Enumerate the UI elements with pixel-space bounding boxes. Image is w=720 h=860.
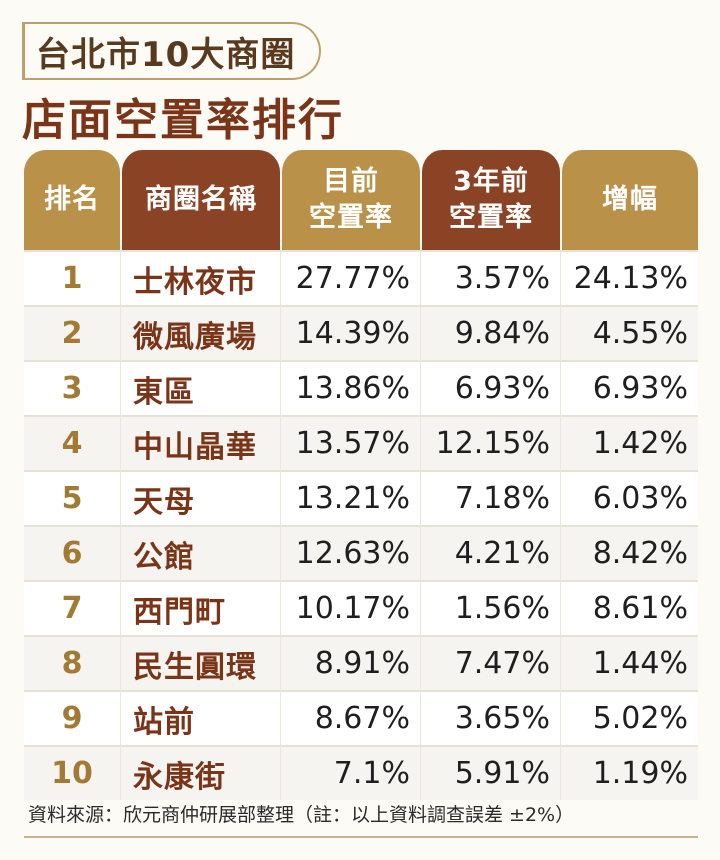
rank-cell: 10	[24, 745, 120, 800]
prior-vacancy-cell: 4.21%	[420, 525, 560, 580]
current-vacancy-cell: 8.91%	[280, 635, 420, 690]
name-cell: 永康街	[120, 745, 280, 800]
prior-vacancy-cell: 5.91%	[420, 745, 560, 800]
table-row: 10 永康街 7.1% 5.91% 1.19%	[24, 745, 698, 800]
table-row: 6 公館 12.63% 4.21% 8.42%	[24, 525, 698, 580]
prior-vacancy-cell: 3.57%	[420, 250, 560, 305]
name-cell: 微風廣場	[120, 305, 280, 360]
increase-cell: 6.03%	[560, 470, 698, 525]
header-rank: 排名	[24, 150, 120, 250]
table-row: 4 中山晶華 13.57% 12.15% 1.42%	[24, 415, 698, 470]
prior-vacancy-cell: 7.47%	[420, 635, 560, 690]
table-header-row: 排名 商圈名稱 目前 空置率 3年前 空置率 增幅	[24, 150, 698, 250]
subtitle-pill: 台北市10大商圈	[22, 22, 322, 80]
current-vacancy-cell: 14.39%	[280, 305, 420, 360]
name-cell: 天母	[120, 470, 280, 525]
increase-cell: 1.44%	[560, 635, 698, 690]
header-prior: 3年前 空置率	[420, 150, 560, 250]
increase-cell: 4.55%	[560, 305, 698, 360]
current-vacancy-cell: 27.77%	[280, 250, 420, 305]
prior-vacancy-cell: 12.15%	[420, 415, 560, 470]
header-increase: 增幅	[560, 150, 698, 250]
current-vacancy-cell: 8.67%	[280, 690, 420, 745]
bottom-divider	[24, 836, 698, 838]
increase-cell: 5.02%	[560, 690, 698, 745]
page-title: 店面空置率排行	[22, 95, 344, 146]
increase-cell: 6.93%	[560, 360, 698, 415]
rank-cell: 3	[24, 360, 120, 415]
rank-cell: 6	[24, 525, 120, 580]
prior-vacancy-cell: 7.18%	[420, 470, 560, 525]
increase-cell: 1.19%	[560, 745, 698, 800]
rank-cell: 1	[24, 250, 120, 305]
current-vacancy-cell: 13.21%	[280, 470, 420, 525]
current-vacancy-cell: 13.57%	[280, 415, 420, 470]
table-row: 8 民生圓環 8.91% 7.47% 1.44%	[24, 635, 698, 690]
current-vacancy-cell: 7.1%	[280, 745, 420, 800]
increase-cell: 24.13%	[560, 250, 698, 305]
current-vacancy-cell: 10.17%	[280, 580, 420, 635]
rank-cell: 2	[24, 305, 120, 360]
table-row: 7 西門町 10.17% 1.56% 8.61%	[24, 580, 698, 635]
prior-vacancy-cell: 3.65%	[420, 690, 560, 745]
header-name: 商圈名稱	[120, 150, 280, 250]
table-row: 1 士林夜市 27.77% 3.57% 24.13%	[24, 250, 698, 305]
table-row: 2 微風廣場 14.39% 9.84% 4.55%	[24, 305, 698, 360]
prior-vacancy-cell: 9.84%	[420, 305, 560, 360]
name-cell: 民生圓環	[120, 635, 280, 690]
prior-vacancy-cell: 6.93%	[420, 360, 560, 415]
rank-cell: 8	[24, 635, 120, 690]
table-row: 9 站前 8.67% 3.65% 5.02%	[24, 690, 698, 745]
increase-cell: 1.42%	[560, 415, 698, 470]
current-vacancy-cell: 12.63%	[280, 525, 420, 580]
rank-cell: 9	[24, 690, 120, 745]
source-note: 資料來源：欣元商仲研展部整理（註：以上資料調查誤差 ±2%）	[28, 804, 575, 826]
name-cell: 士林夜市	[120, 250, 280, 305]
header-current: 目前 空置率	[280, 150, 420, 250]
name-cell: 中山晶華	[120, 415, 280, 470]
table-row: 5 天母 13.21% 7.18% 6.03%	[24, 470, 698, 525]
name-cell: 公館	[120, 525, 280, 580]
table-row: 3 東區 13.86% 6.93% 6.93%	[24, 360, 698, 415]
rank-cell: 4	[24, 415, 120, 470]
increase-cell: 8.42%	[560, 525, 698, 580]
current-vacancy-cell: 13.86%	[280, 360, 420, 415]
vacancy-table: 排名 商圈名稱 目前 空置率 3年前 空置率 增幅 1 士林夜市 27.77% 3.57%…	[24, 150, 698, 800]
subtitle: 台北市10大商圈	[36, 34, 296, 75]
name-cell: 西門町	[120, 580, 280, 635]
increase-cell: 8.61%	[560, 580, 698, 635]
prior-vacancy-cell: 1.56%	[420, 580, 560, 635]
rank-cell: 5	[24, 470, 120, 525]
name-cell: 站前	[120, 690, 280, 745]
name-cell: 東區	[120, 360, 280, 415]
rank-cell: 7	[24, 580, 120, 635]
